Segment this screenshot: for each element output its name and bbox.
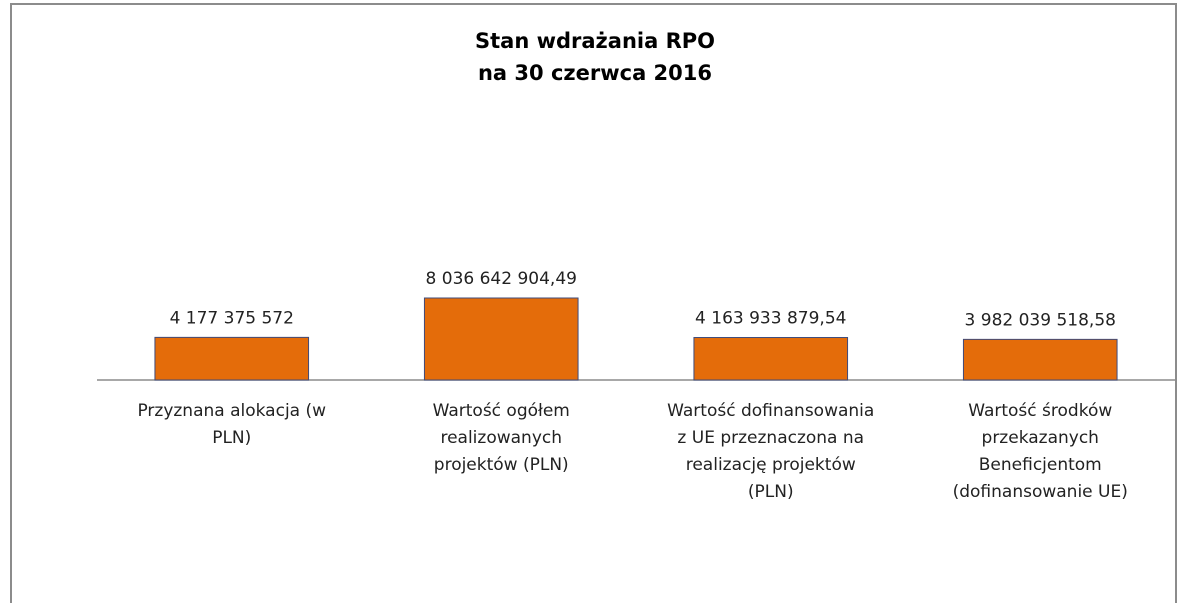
category-label: Wartość środków przekazanych Beneficjent… [952, 401, 1128, 502]
bar [154, 336, 310, 381]
bar [423, 297, 579, 381]
value-label: 3 982 039 518,58 [965, 310, 1116, 330]
bar [693, 337, 849, 381]
chart-title: na 30 czerwca 2016 [478, 61, 712, 85]
category-label: Wartość ogółem realizowanych projektów (… [432, 401, 570, 475]
category-label: Przyznana alokacja (w PLN) [137, 401, 327, 448]
category-label: Wartość dofinansowania z UE przeznaczona… [667, 401, 875, 502]
chart-frame [10, 3, 1177, 603]
value-label: 8 036 642 904,49 [426, 269, 577, 289]
value-label: 4 177 375 572 [170, 308, 294, 328]
bar [962, 338, 1118, 381]
value-label: 4 163 933 879,54 [695, 309, 846, 329]
chart-title: Stan wdrażania RPO [475, 29, 715, 53]
